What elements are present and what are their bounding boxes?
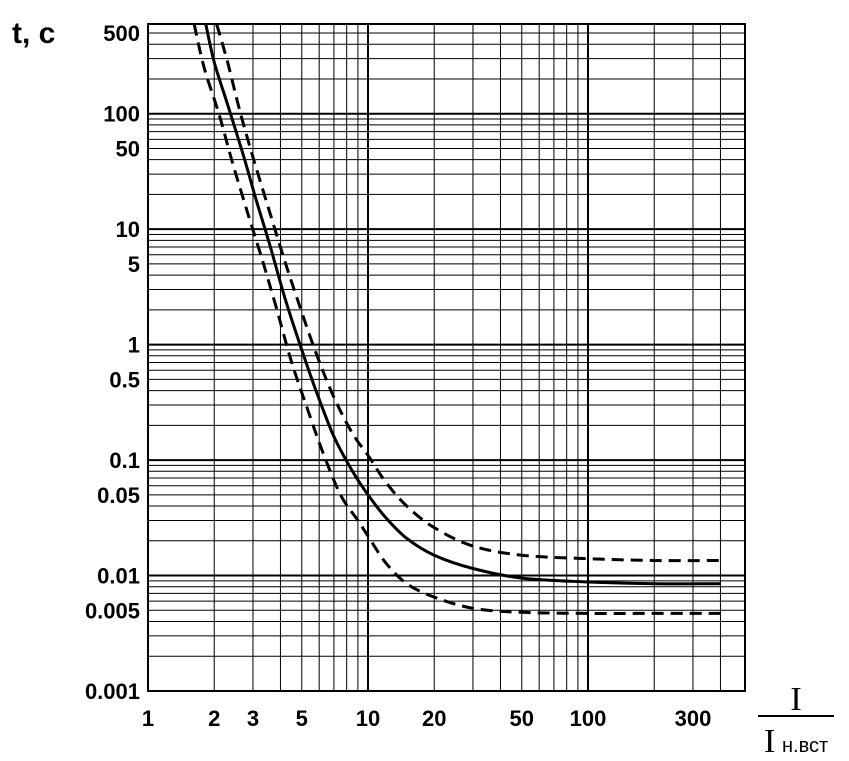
x-tick-label: 2 bbox=[208, 706, 220, 731]
plot-frame bbox=[147, 23, 746, 692]
x-tick-label: 5 bbox=[296, 706, 308, 731]
y-tick-label: 1 bbox=[128, 333, 140, 358]
x-tick-label: 50 bbox=[510, 706, 534, 731]
x-tick-label: 20 bbox=[422, 706, 446, 731]
x-axis-title-numerator: I bbox=[790, 681, 801, 718]
x-tick-label: 100 bbox=[570, 706, 607, 731]
x-tick-label: 300 bbox=[675, 706, 712, 731]
y-tick-label: 0.005 bbox=[85, 598, 140, 623]
y-tick-label: 50 bbox=[116, 136, 140, 161]
grid-major bbox=[147, 24, 745, 692]
x-axis-title-denominator-sub: н.вст bbox=[782, 735, 828, 757]
y-tick-label: 5 bbox=[128, 252, 140, 277]
y-tick-label: 0.1 bbox=[109, 448, 140, 473]
x-tick-label: 1 bbox=[142, 706, 154, 731]
y-tick-label: 0.001 bbox=[85, 679, 140, 704]
x-tick-label: 3 bbox=[247, 706, 259, 731]
y-tick-label: 0.01 bbox=[97, 564, 140, 589]
x-tick-labels: 1 2 3 5 10 20 50 100 300 bbox=[142, 706, 711, 731]
y-tick-label: 10 bbox=[116, 217, 140, 242]
curves bbox=[192, 24, 721, 615]
x-axis-title-denominator: I bbox=[764, 723, 775, 760]
solid-characteristic-curve bbox=[204, 24, 721, 586]
dashed-boundary-curve bbox=[215, 24, 721, 563]
y-tick-label: 0.05 bbox=[97, 483, 140, 508]
y-tick-label: 0.5 bbox=[109, 367, 140, 392]
x-tick-label: 10 bbox=[356, 706, 380, 731]
y-tick-label: 100 bbox=[103, 102, 140, 127]
dashed-boundary-curve bbox=[192, 24, 721, 615]
y-tick-labels: 500 100 50 10 5 1 0.5 0.1 0.05 0.01 0.005 0.001 bbox=[85, 21, 140, 704]
y-axis-title: t, c bbox=[12, 17, 55, 50]
y-tick-label: 500 bbox=[103, 21, 140, 46]
grid-minor bbox=[148, 24, 745, 691]
